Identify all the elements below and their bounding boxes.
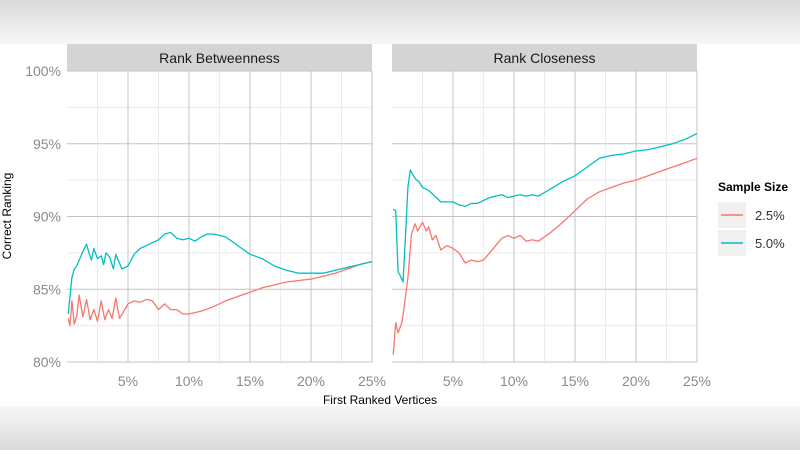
series-line-5-0pct: [67, 231, 373, 315]
legend-title: Sample Size: [718, 180, 788, 194]
legend-entry: 2.5%: [718, 202, 785, 228]
panel-title: Rank Closeness: [494, 50, 596, 66]
y-tick-label: 80%: [33, 354, 61, 370]
x-tick-label: 15%: [236, 373, 264, 389]
series-line-5-0pct: [392, 133, 698, 283]
x-tick-label: 5%: [443, 373, 463, 389]
y-tick-label: 95%: [33, 136, 61, 152]
screenshot-top-band: [0, 0, 800, 44]
y-tick-label: 100%: [25, 63, 61, 79]
x-axis-title: First Ranked Vertices: [323, 393, 437, 407]
x-tick-label: 10%: [175, 373, 203, 389]
y-axis-title: Correct Ranking: [0, 173, 14, 260]
y-tick-label: 90%: [33, 209, 61, 225]
x-tick-label: 25%: [683, 373, 711, 389]
series-line-2-5pct: [392, 157, 698, 355]
y-tick-label: 85%: [33, 281, 61, 297]
x-tick-label: 15%: [561, 373, 589, 389]
panel-strip: [67, 44, 372, 71]
legend-label: 2.5%: [755, 208, 785, 223]
x-tick-label: 5%: [118, 373, 138, 389]
panel-2: Rank Closeness 5% 10% 15% 20% 25%: [392, 44, 711, 389]
series-line-2-5pct: [67, 260, 373, 327]
x-tick-label: 20%: [297, 373, 325, 389]
legend: Sample Size 2.5% 5.0%: [718, 180, 788, 256]
legend-label: 5.0%: [755, 236, 785, 251]
x-tick-label: 25%: [358, 373, 386, 389]
legend-entry: 5.0%: [718, 230, 785, 256]
screenshot-bottom-band: [0, 406, 800, 450]
panel-1: Rank Betweenness 5% 10% 15% 20% 25% 80% 85% 90% 9…: [25, 44, 386, 389]
panel-strip: [392, 44, 697, 71]
x-tick-label: 10%: [500, 373, 528, 389]
x-tick-label: 20%: [622, 373, 650, 389]
panel-title: Rank Betweenness: [159, 50, 280, 66]
